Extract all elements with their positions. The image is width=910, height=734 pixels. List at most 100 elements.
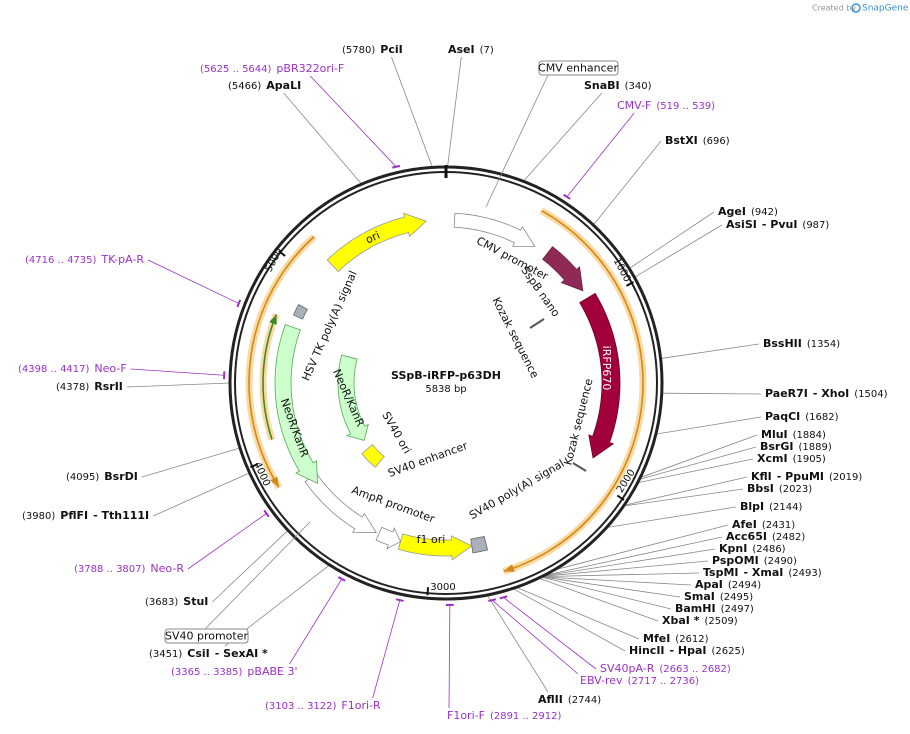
feature-label: f1 ori	[417, 533, 446, 546]
site-position: (2495)	[720, 592, 753, 603]
site-name: - HpaI	[670, 644, 707, 657]
site-name: BamHI	[675, 602, 716, 615]
leader-line	[606, 506, 737, 528]
feature-arrow	[292, 304, 308, 320]
orf-line	[503, 210, 644, 573]
primer-name: CMV-F	[617, 99, 651, 112]
site-position: (340)	[625, 81, 652, 92]
primer-mark	[488, 598, 497, 602]
leader-line	[628, 211, 715, 269]
feature-arrow	[579, 292, 621, 459]
site-name: BbsI	[747, 482, 774, 495]
leader-line	[491, 599, 579, 675]
scale-tick	[616, 494, 625, 501]
boxed-label: SV40 promoter	[165, 630, 249, 643]
leader-line	[543, 536, 723, 576]
leader-line	[447, 56, 462, 168]
site-name: KpnI	[719, 542, 747, 555]
primer-range: (4398 .. 4417)	[18, 364, 90, 375]
leader-line	[486, 594, 549, 693]
site-position: (2744)	[568, 695, 601, 706]
site-name: AflII	[538, 693, 563, 706]
primer-range: (2663 .. 2682)	[659, 664, 731, 675]
site-position: (2494)	[728, 580, 761, 591]
site-name: RsrII	[94, 380, 123, 393]
site-name: MluI	[761, 428, 788, 441]
label-box	[538, 60, 619, 76]
leader-line	[634, 224, 723, 278]
feature-arrow	[470, 535, 489, 554]
leader-line	[372, 600, 401, 699]
feature-arrow	[304, 473, 377, 533]
site-position: (2497)	[721, 604, 754, 615]
leader-line	[637, 458, 754, 484]
backbone-outer	[228, 165, 664, 601]
leader-line	[147, 259, 239, 304]
site-name: AgeI	[718, 205, 746, 218]
leader-line	[655, 416, 762, 435]
site-name: TspMI	[703, 566, 739, 579]
site-position: (2612)	[675, 634, 708, 645]
site-name: AfeI	[732, 518, 757, 531]
site-position: (4378)	[56, 382, 89, 393]
site-position: (3451)	[149, 649, 182, 660]
site-position: (4095)	[66, 472, 99, 483]
site-name: BstXI	[665, 134, 698, 147]
scale-tick	[278, 250, 286, 257]
leader-line	[541, 572, 700, 578]
site-position: (1682)	[805, 412, 838, 423]
leader-line	[130, 368, 225, 376]
feature-label: iRFP670	[600, 346, 613, 391]
brand: SnapGene	[862, 4, 909, 14]
feature-arrow	[542, 246, 584, 292]
leader-line	[289, 578, 343, 665]
site-position: (5466)	[228, 81, 261, 92]
site-name: PciI	[380, 43, 402, 56]
leader-line	[187, 513, 267, 570]
leader-line	[523, 92, 603, 182]
site-position: (2431)	[762, 520, 795, 531]
site-position: (1905)	[793, 454, 826, 465]
site-name: - Tth111I	[93, 509, 149, 522]
primer-name: EBV-rev	[580, 674, 623, 687]
primer-range: (4716 .. 4735)	[25, 255, 97, 266]
scale-tick	[626, 281, 635, 287]
site-position: (1889)	[798, 442, 831, 453]
leader-line	[126, 382, 231, 388]
tick-label: 3000	[430, 582, 455, 593]
site-position: (2144)	[769, 502, 802, 513]
logo	[851, 3, 861, 13]
plasmid-size: 5838 bp	[425, 384, 466, 395]
leader-line	[485, 74, 549, 208]
primer-name: Neo-R	[150, 562, 184, 575]
primer-mark	[392, 164, 401, 169]
leader-line	[538, 577, 659, 622]
plasmid-name: SSpB-iRFP-p63DH	[391, 369, 501, 382]
leader-line	[660, 343, 760, 359]
site-position: (2493)	[788, 568, 821, 579]
feature-arrow	[337, 354, 369, 441]
site-name: - PpuMI	[777, 470, 824, 483]
scale-tick	[426, 587, 430, 596]
feature-label: SV40 poly(A) signal	[467, 457, 567, 522]
feature-arrow	[274, 323, 318, 484]
site-name: - XhoI	[813, 387, 849, 400]
site-name: StuI	[183, 595, 208, 608]
primer-range: (3365 .. 3385)	[171, 667, 243, 678]
primer-mark	[337, 576, 346, 582]
orf-line	[248, 236, 315, 488]
leader-line	[639, 446, 757, 480]
boxed-label: CMV enhancer	[538, 62, 618, 75]
leader-line	[623, 476, 748, 506]
orf-head	[503, 564, 515, 572]
leader-line	[516, 586, 640, 640]
site-name: AseI	[448, 43, 475, 56]
leader-line	[540, 576, 672, 610]
primer-name: pBR322ori-F	[276, 62, 344, 75]
leader-line	[204, 521, 311, 630]
leader-line	[541, 576, 681, 598]
credit: Created by	[812, 4, 856, 13]
primer-range: (519 .. 539)	[656, 101, 715, 112]
site-position: (1504)	[854, 389, 887, 400]
site-name: HincII	[629, 644, 665, 657]
